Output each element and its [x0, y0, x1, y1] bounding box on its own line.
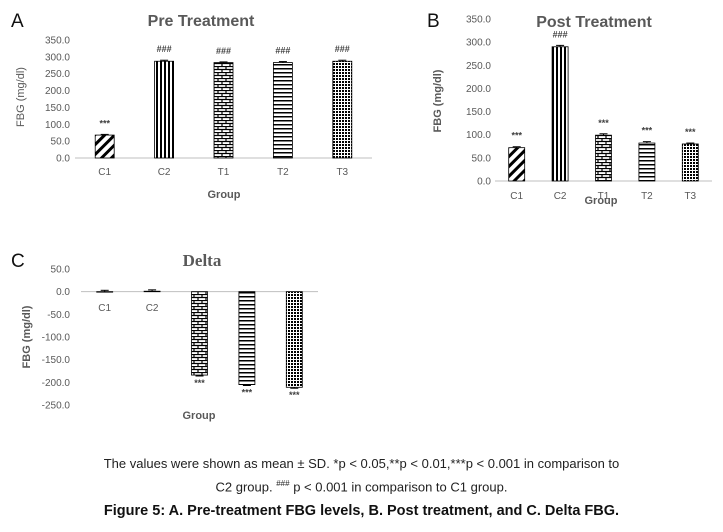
caption-superscript: ### — [276, 479, 290, 488]
figure-title: Figure 5: A. Pre-treatment FBG levels, B… — [103, 503, 620, 519]
significance-label: *** — [194, 378, 205, 388]
y-axis-title-c: FBG (mg/dl) — [21, 305, 33, 368]
plot-area-c: -250.0 -200.0 -150.0 -100.0 -50.0 0.0 50.0 C1 C2… — [42, 265, 318, 412]
bar-a-3 — [213, 62, 234, 159]
significance-label: ### — [275, 46, 290, 56]
panel-letter-a: A — [11, 11, 24, 32]
y-tick-label: 200.0 — [466, 84, 491, 95]
x-tick-label: T2 — [641, 191, 653, 202]
y-tick-label: -150.0 — [42, 355, 71, 366]
bar-a-4 — [272, 62, 293, 159]
caption-line-2-start: C2 group. — [215, 479, 277, 495]
y-tick-label: -100.0 — [42, 333, 71, 344]
x-tick-label: C2 — [146, 303, 159, 314]
bar-b-2 — [551, 46, 569, 182]
x-tick-label: T3 — [684, 191, 696, 202]
bar-b-5 — [681, 143, 699, 182]
y-tick-label: 250.0 — [45, 69, 70, 80]
y-tick-label: 350.0 — [466, 15, 491, 26]
x-tick-label: C2 — [158, 167, 171, 178]
significance-label: *** — [99, 118, 110, 128]
y-tick-label: 300.0 — [466, 38, 491, 49]
y-tick-label: 300.0 — [45, 52, 70, 63]
y-tick-label: 350.0 — [45, 36, 70, 47]
x-tick-label: C2 — [554, 191, 567, 202]
bar-c-4 — [238, 291, 256, 385]
y-tick-label: 50.0 — [472, 153, 492, 164]
y-tick-label: 100.0 — [466, 130, 491, 141]
chart-panel-c: C Delta FBG (mg/dl) Group -250.0 -200.0 -1… — [11, 251, 318, 422]
y-tick-label: 200.0 — [45, 86, 70, 97]
y-tick-label: -50.0 — [47, 310, 70, 321]
bar-b-1 — [508, 147, 526, 182]
y-axis-title-b: FBG (mg/dl) — [432, 69, 444, 132]
bar-c-1 — [96, 291, 114, 293]
chart-panel-b: B Post Treatment FBG (mg/dl) Group 0.0 50… — [427, 11, 712, 207]
bar-a-1 — [94, 134, 115, 159]
significance-label: ### — [335, 44, 350, 54]
x-tick-label: T2 — [277, 167, 289, 178]
figure-caption-line-2: C2 group. ### p < 0.001 in comparison to… — [0, 479, 723, 494]
significance-label: *** — [289, 390, 300, 400]
figure-canvas: A Pre Treatment FBG (mg/dl) Group 0.0 50.… — [11, 11, 712, 422]
bar-c-2 — [143, 290, 161, 293]
bar-c-3 — [191, 291, 208, 376]
x-tick-label: C1 — [98, 167, 111, 178]
x-tick-label: T1 — [218, 167, 230, 178]
x-tick-label: C1 — [98, 303, 111, 314]
bar-a-2 — [154, 60, 175, 159]
figure-caption-line-1: The values were shown as mean ± SD. *p <… — [103, 456, 620, 471]
significance-label: *** — [242, 388, 253, 398]
x-tick-label: C1 — [510, 191, 523, 202]
chart-title-c: Delta — [183, 251, 222, 270]
bar-b-4 — [638, 142, 656, 182]
y-tick-label: -250.0 — [42, 401, 71, 412]
y-axis-title-a: FBG (mg/dl) — [15, 67, 27, 127]
y-tick-label: 0.0 — [56, 154, 70, 165]
significance-label: *** — [598, 118, 609, 128]
significance-label: *** — [511, 131, 522, 141]
y-tick-label: 50.0 — [51, 137, 71, 148]
significance-label: ### — [216, 46, 231, 56]
y-tick-label: 250.0 — [466, 61, 491, 72]
caption-line-2-end: p < 0.001 in comparison to C1 group. — [289, 479, 508, 495]
x-tick-label: T1 — [598, 191, 610, 202]
chart-title-b: Post Treatment — [536, 14, 652, 31]
y-tick-label: -200.0 — [42, 378, 71, 389]
bar-a-5 — [332, 60, 353, 159]
plot-area-b: 0.0 50.0 100.0 150.0 200.0 250.0 300.0 350.0 ***… — [466, 15, 712, 202]
x-axis-title-b: Group — [585, 195, 618, 207]
plot-area-a: 0.0 50.0 100.0 150.0 200.0 250.0 300.0 350.0 ***… — [45, 36, 372, 178]
y-tick-label: 100.0 — [45, 120, 70, 131]
panel-letter-c: C — [11, 251, 25, 272]
significance-label: ### — [157, 44, 172, 54]
y-tick-label: 0.0 — [56, 287, 70, 298]
y-tick-label: 150.0 — [466, 107, 491, 118]
chart-title-a: Pre Treatment — [148, 13, 255, 30]
y-tick-label: 0.0 — [477, 177, 491, 188]
x-axis-title-c: Group — [183, 410, 216, 422]
bar-b-3 — [595, 134, 612, 182]
bar-c-5 — [285, 291, 303, 388]
y-tick-label: 50.0 — [51, 265, 71, 276]
significance-label: *** — [685, 127, 696, 137]
x-tick-label: T3 — [336, 167, 348, 178]
panel-letter-b: B — [427, 11, 440, 32]
significance-label: *** — [642, 126, 653, 136]
chart-panel-a: A Pre Treatment FBG (mg/dl) Group 0.0 50.… — [11, 11, 372, 201]
x-axis-title-a: Group — [208, 189, 241, 201]
significance-label: ### — [553, 29, 568, 39]
y-tick-label: 150.0 — [45, 103, 70, 114]
